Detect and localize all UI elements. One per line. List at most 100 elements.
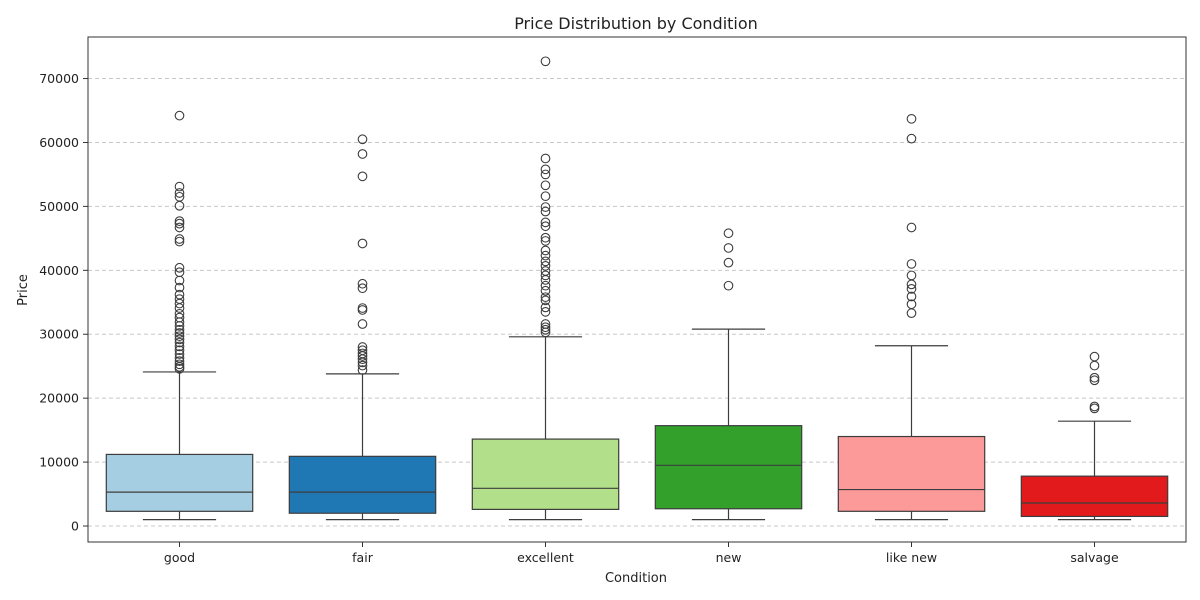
outlier-point [540, 302, 551, 313]
y-tick-label: 10000 [39, 455, 79, 470]
outlier-point [174, 349, 185, 359]
y-tick-label: 30000 [39, 327, 79, 342]
y-tick-label: 40000 [39, 263, 79, 278]
outlier-point [174, 234, 185, 244]
outlier-point [540, 236, 551, 246]
outlier-point [540, 260, 551, 271]
x-tick-label: fair [352, 550, 374, 565]
y-tick-label: 20000 [39, 391, 79, 406]
y-tick-label: 0 [71, 519, 79, 534]
outlier-point [540, 180, 551, 191]
outlier-point [723, 257, 734, 268]
outlier-point [723, 228, 734, 239]
outlier-point [357, 348, 368, 359]
box-fair [288, 134, 437, 521]
outlier-point [540, 56, 551, 67]
outlier-point [174, 345, 185, 356]
outlier-point [723, 243, 734, 253]
box-salvage [1020, 351, 1169, 521]
x-tick-label: salvage [1070, 550, 1119, 565]
outlier-point [540, 191, 551, 202]
outlier-point [174, 312, 185, 323]
y-tick-label: 70000 [39, 71, 79, 86]
outlier-point [540, 324, 551, 335]
outlier-point [174, 236, 185, 247]
outlier-point [540, 307, 551, 317]
outlier-point [540, 245, 551, 256]
outlier-point [357, 342, 368, 352]
outlier-point [906, 284, 917, 294]
outlier-point [1089, 372, 1100, 383]
outlier-point [540, 292, 551, 303]
outlier-point [1089, 401, 1100, 412]
y-tick-label: 60000 [39, 135, 79, 150]
outlier-point [1089, 375, 1100, 386]
outlier-point [1089, 360, 1100, 371]
outlier-point [540, 285, 551, 296]
outlier-point [540, 164, 551, 175]
outlier-point [174, 328, 185, 338]
x-axis-ticks: good fair excellent new like new salvage [164, 542, 1119, 565]
outlier-point [174, 308, 185, 319]
outlier-point [174, 341, 185, 352]
outlier-point [174, 110, 185, 121]
outlier-point [1089, 351, 1100, 362]
outlier-point [540, 266, 551, 276]
outlier-point [357, 303, 368, 313]
outlier-point [906, 270, 917, 281]
outlier-point [357, 360, 368, 371]
outlier-point [906, 222, 917, 233]
outlier-point [906, 133, 917, 144]
x-tick-label: new [716, 550, 742, 565]
y-tick-label: 50000 [39, 199, 79, 214]
box-excellent [471, 56, 620, 521]
iqr-box [471, 438, 620, 510]
outlier-point [174, 218, 185, 229]
outlier-point [357, 278, 368, 289]
outlier-point [540, 250, 551, 261]
outlier-point [906, 299, 917, 310]
iqr-box [837, 435, 986, 512]
outlier-point [174, 267, 185, 278]
outlier-point [174, 262, 185, 273]
x-tick-label: good [164, 550, 195, 565]
outlier-point [540, 169, 551, 180]
boxes-layer [105, 56, 1169, 521]
outlier-point [357, 283, 368, 294]
outlier-point [540, 232, 551, 243]
outlier-point [540, 217, 551, 228]
y-gridlines [88, 78, 1186, 527]
outlier-point [174, 334, 185, 345]
iqr-box [105, 453, 254, 512]
outlier-point [174, 356, 185, 366]
iqr-box [654, 425, 803, 510]
outlier-point [357, 365, 368, 375]
outlier-point [540, 280, 551, 291]
box-like-new [837, 113, 986, 521]
outlier-point [174, 353, 185, 363]
outlier-point [174, 289, 185, 300]
x-tick-label: like new [886, 550, 937, 565]
iqr-box [1020, 475, 1169, 518]
outlier-point [174, 324, 185, 335]
outlier-point [357, 319, 368, 329]
outlier-point [906, 291, 917, 302]
box-good [105, 110, 254, 521]
outlier-point [540, 319, 551, 329]
outlier-point [174, 216, 185, 226]
outlier-point [723, 280, 734, 291]
outlier-point [357, 238, 368, 249]
outlier-point [357, 134, 368, 145]
outlier-point [357, 345, 368, 356]
x-axis-label: Condition [605, 571, 667, 586]
outlier-point [174, 359, 185, 370]
iqr-box [288, 455, 437, 514]
outlier-point [540, 295, 551, 306]
outlier-point [174, 200, 185, 211]
x-tick-label: excellent [517, 550, 574, 565]
outlier-point [540, 206, 551, 217]
outlier-point [174, 337, 185, 348]
outlier-point [540, 221, 551, 232]
outlier-point [357, 171, 368, 182]
